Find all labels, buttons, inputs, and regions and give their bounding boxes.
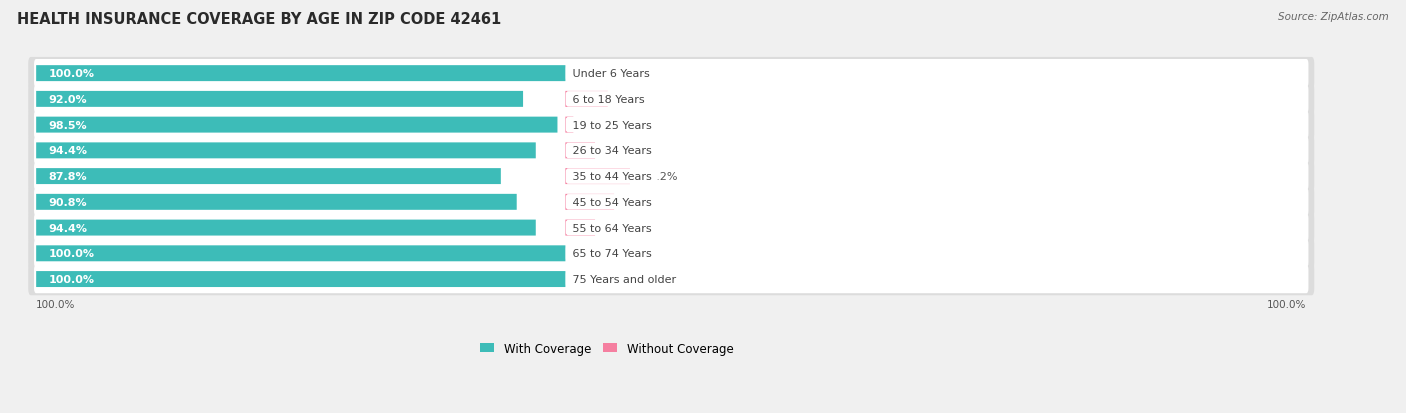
FancyBboxPatch shape: [28, 135, 1315, 167]
FancyBboxPatch shape: [37, 92, 523, 108]
Text: 26 to 34 Years: 26 to 34 Years: [568, 146, 655, 156]
Text: 94.4%: 94.4%: [49, 223, 87, 233]
FancyBboxPatch shape: [37, 117, 557, 133]
FancyBboxPatch shape: [34, 60, 1309, 88]
Text: Source: ZipAtlas.com: Source: ZipAtlas.com: [1278, 12, 1389, 22]
FancyBboxPatch shape: [28, 109, 1315, 142]
FancyBboxPatch shape: [28, 237, 1315, 270]
Text: 92.0%: 92.0%: [49, 95, 87, 104]
FancyBboxPatch shape: [34, 240, 1309, 268]
FancyBboxPatch shape: [28, 83, 1315, 116]
Text: 90.8%: 90.8%: [49, 197, 87, 207]
Text: 65 to 74 Years: 65 to 74 Years: [568, 249, 655, 259]
Legend: With Coverage, Without Coverage: With Coverage, Without Coverage: [479, 342, 734, 355]
FancyBboxPatch shape: [37, 246, 565, 262]
FancyBboxPatch shape: [28, 263, 1315, 296]
FancyBboxPatch shape: [37, 143, 536, 159]
Text: 100.0%: 100.0%: [49, 69, 94, 79]
FancyBboxPatch shape: [34, 137, 1309, 165]
Text: 0.0%: 0.0%: [578, 249, 606, 259]
Text: 0.0%: 0.0%: [578, 274, 606, 285]
Text: 100.0%: 100.0%: [1267, 299, 1306, 309]
FancyBboxPatch shape: [34, 163, 1309, 191]
FancyBboxPatch shape: [37, 66, 565, 82]
Text: 19 to 25 Years: 19 to 25 Years: [568, 120, 655, 130]
Text: 100.0%: 100.0%: [37, 299, 76, 309]
FancyBboxPatch shape: [37, 195, 517, 210]
Text: 45 to 54 Years: 45 to 54 Years: [568, 197, 655, 207]
FancyBboxPatch shape: [37, 169, 501, 185]
FancyBboxPatch shape: [34, 214, 1309, 242]
FancyBboxPatch shape: [565, 143, 595, 159]
Text: HEALTH INSURANCE COVERAGE BY AGE IN ZIP CODE 42461: HEALTH INSURANCE COVERAGE BY AGE IN ZIP …: [17, 12, 501, 27]
Text: 1.5%: 1.5%: [586, 120, 614, 130]
FancyBboxPatch shape: [37, 220, 536, 236]
FancyBboxPatch shape: [565, 117, 574, 133]
FancyBboxPatch shape: [565, 92, 607, 108]
Text: 55 to 64 Years: 55 to 64 Years: [568, 223, 655, 233]
Text: 87.8%: 87.8%: [49, 172, 87, 182]
Text: 98.5%: 98.5%: [49, 120, 87, 130]
Text: 35 to 44 Years: 35 to 44 Years: [568, 172, 655, 182]
FancyBboxPatch shape: [37, 271, 565, 287]
Text: 5.6%: 5.6%: [607, 146, 636, 156]
FancyBboxPatch shape: [565, 220, 595, 236]
Text: 6 to 18 Years: 6 to 18 Years: [568, 95, 648, 104]
FancyBboxPatch shape: [34, 188, 1309, 216]
Text: 8.0%: 8.0%: [620, 95, 648, 104]
FancyBboxPatch shape: [28, 58, 1315, 90]
FancyBboxPatch shape: [28, 186, 1315, 218]
FancyBboxPatch shape: [34, 85, 1309, 114]
Text: 100.0%: 100.0%: [49, 249, 94, 259]
Text: Under 6 Years: Under 6 Years: [568, 69, 652, 79]
FancyBboxPatch shape: [34, 265, 1309, 294]
Text: 5.6%: 5.6%: [607, 223, 636, 233]
Text: 12.2%: 12.2%: [643, 172, 678, 182]
FancyBboxPatch shape: [34, 111, 1309, 140]
Text: 75 Years and older: 75 Years and older: [568, 274, 679, 285]
FancyBboxPatch shape: [28, 161, 1315, 193]
FancyBboxPatch shape: [28, 212, 1315, 244]
FancyBboxPatch shape: [565, 169, 630, 185]
Text: 94.4%: 94.4%: [49, 146, 87, 156]
Text: 0.0%: 0.0%: [578, 69, 606, 79]
FancyBboxPatch shape: [565, 195, 614, 210]
Text: 9.2%: 9.2%: [627, 197, 655, 207]
Text: 100.0%: 100.0%: [49, 274, 94, 285]
